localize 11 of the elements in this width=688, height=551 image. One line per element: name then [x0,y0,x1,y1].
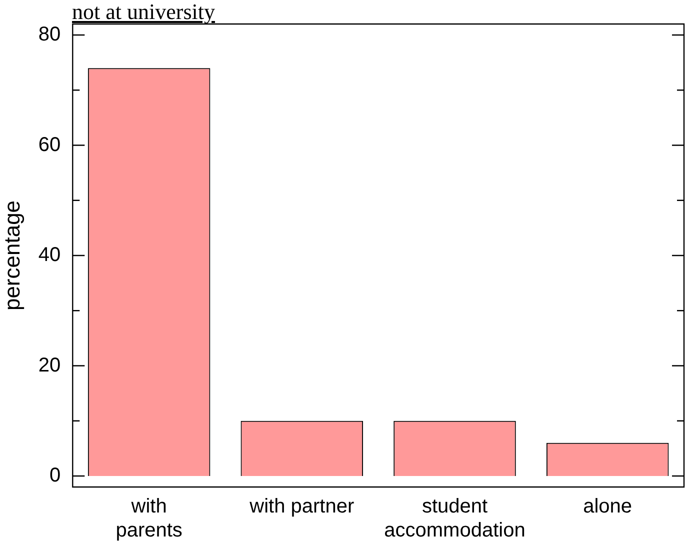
y-tick-label: 80 [38,24,61,46]
x-tick-label: with partner [248,496,354,518]
y-tick-label: 40 [38,244,61,266]
y-tick-label: 20 [38,354,61,376]
y-tick-label: 60 [38,134,61,156]
y-tick-label: 0 [50,464,61,486]
x-tick-label: alone [583,496,632,518]
x-tick-label: with parents [116,496,182,542]
chart-title: not at university [72,0,215,24]
x-tick-label: student accommodation [384,496,526,542]
y-axis-title: percentage [0,200,24,311]
